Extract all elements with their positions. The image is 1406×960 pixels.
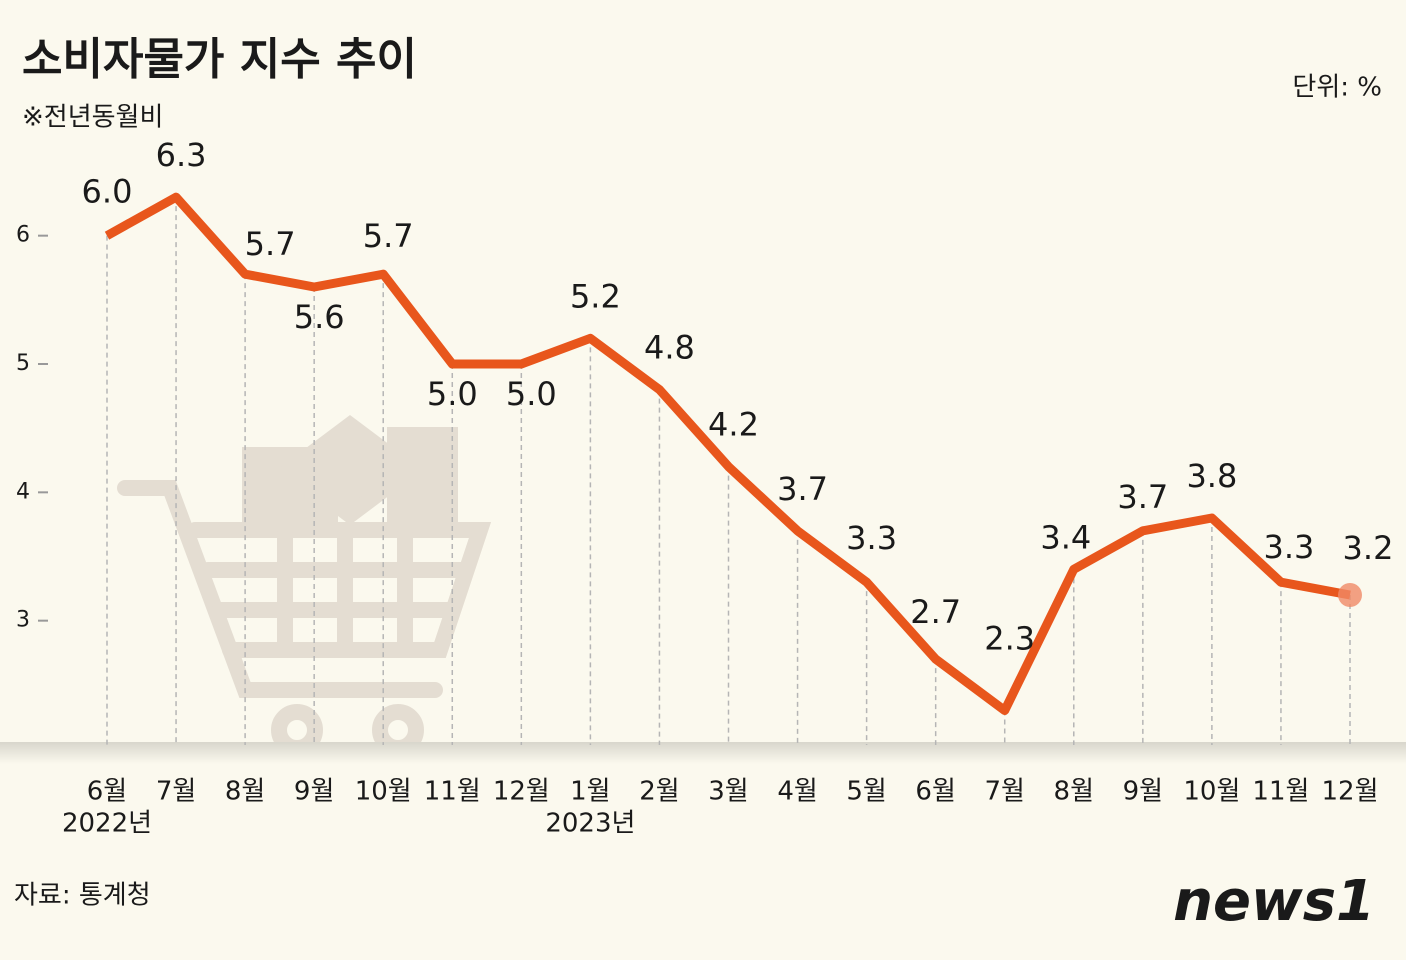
x-tick-label: 1월 [570, 777, 610, 807]
x-tick-label: 8월 [1054, 777, 1094, 807]
x-tick-label: 8월 [225, 777, 265, 807]
value-label: 6.0 [82, 173, 133, 211]
x-tick-label: 12월 [493, 777, 550, 807]
line [104, 192, 1351, 715]
source: 자료: 통계청 [14, 881, 151, 911]
x-tick-label: 9월 [1123, 777, 1163, 807]
value-label: 6.3 [156, 136, 207, 174]
value-label: 5.6 [294, 298, 345, 336]
value-label: 5.7 [245, 225, 296, 263]
value-label: 5.0 [506, 375, 557, 413]
value-label: 3.7 [777, 470, 828, 508]
x-tick-label: 7월 [984, 777, 1024, 807]
value-label: 2.3 [984, 620, 1035, 658]
end-marker [1338, 583, 1362, 607]
logo: news1 [1173, 869, 1375, 934]
value-label: 5.7 [363, 217, 414, 255]
x-tick-label: 11월 [424, 777, 481, 807]
x-tick-label: 9월 [294, 777, 334, 807]
x-group-label: 2023년 [545, 809, 635, 839]
value-label: 5.2 [570, 277, 621, 315]
y-tick-label: 6 [16, 223, 30, 248]
y-tick-label: 5 [16, 351, 30, 376]
value-label: 3.8 [1186, 457, 1237, 495]
value-label: 3.3 [846, 519, 897, 557]
y-tick-label: 4 [16, 479, 30, 504]
x-tick-label: 7월 [156, 777, 196, 807]
x-tick-label: 3월 [708, 777, 748, 807]
x-tick-label: 6월 [915, 777, 955, 807]
value-label: 3.2 [1343, 529, 1394, 567]
value-label: 4.8 [644, 329, 695, 367]
x-tick-label: 6월 [87, 777, 127, 807]
x-tick-label: 11월 [1252, 777, 1309, 807]
value-label: 4.2 [708, 406, 759, 444]
x-tick-label: 4월 [777, 777, 817, 807]
value-label: 3.3 [1263, 528, 1314, 566]
x-tick-label: 2월 [639, 777, 679, 807]
baseline-band [0, 742, 1406, 764]
x-tick-label: 12월 [1321, 777, 1378, 807]
chart-title: 소비자물가 지수 추이 [22, 34, 417, 85]
unit-label: 단위: % [1292, 73, 1382, 103]
x-group-label: 2022년 [62, 809, 152, 839]
y-tick-label: 3 [16, 608, 30, 633]
chart-subtitle: ※전년동월비 [22, 103, 163, 133]
value-label: 3.4 [1040, 518, 1091, 556]
value-label: 5.0 [427, 375, 478, 413]
x-tick-label: 5월 [846, 777, 886, 807]
x-tick-label: 10월 [355, 777, 412, 807]
value-label: 3.7 [1117, 478, 1168, 516]
value-label: 2.7 [910, 593, 961, 631]
x-tick-label: 10월 [1183, 777, 1240, 807]
